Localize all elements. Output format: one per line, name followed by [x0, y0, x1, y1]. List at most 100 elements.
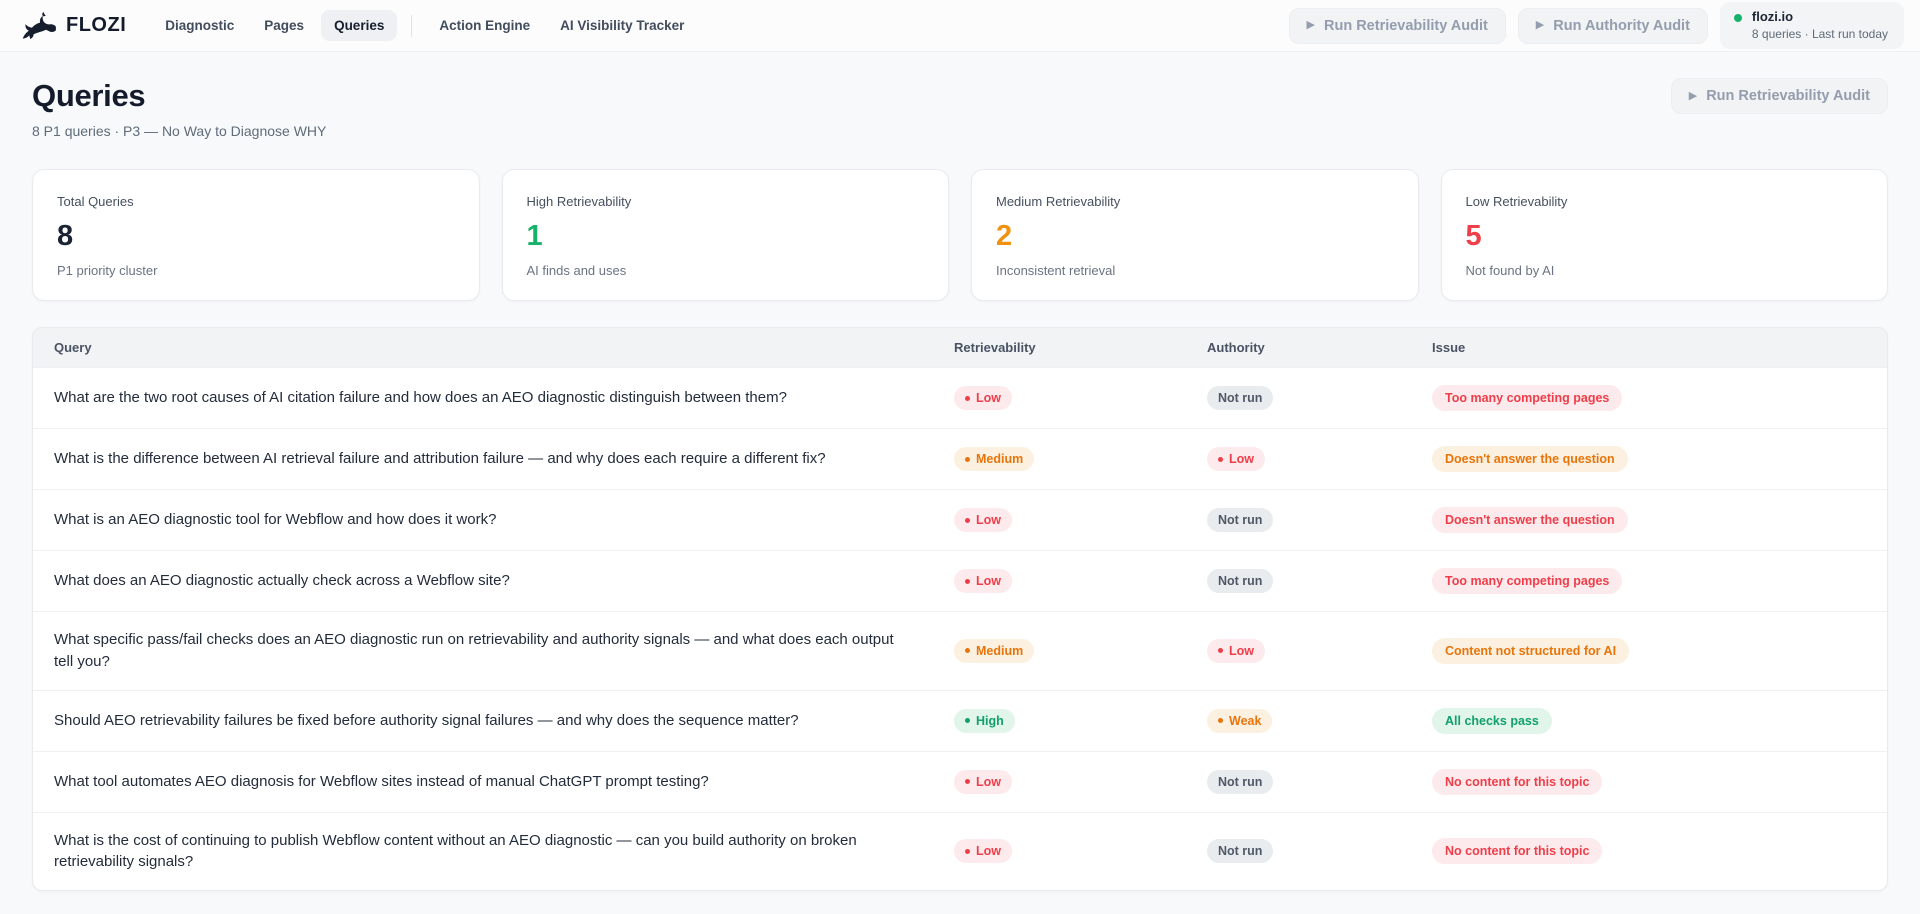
retrievability-label: Medium: [976, 452, 1024, 466]
run-retrievability-audit-button-secondary[interactable]: ▶ Run Retrievability Audit: [1670, 78, 1888, 114]
retrievability-badge: Low: [954, 386, 1012, 410]
issue-cell: Too many competing pages: [1432, 551, 1866, 611]
status-dot-icon: [1733, 13, 1742, 22]
nav-item[interactable]: Queries: [321, 10, 398, 41]
table-header-row: Query Retrievability Authority Issue: [33, 328, 1887, 367]
retrievability-badge: Low: [954, 569, 1012, 593]
issue-badge: No content for this topic: [1432, 768, 1603, 795]
column-header: Authority: [1207, 340, 1265, 355]
authority-label: Not run: [1218, 774, 1263, 789]
retrievability-label: High: [976, 713, 1004, 728]
authority-cell: Not run: [1207, 369, 1432, 427]
site-status-text: flozi.io 8 queries · Last run today: [1752, 9, 1888, 43]
nav-divider: [411, 14, 413, 37]
dot-icon: [965, 848, 970, 854]
authority-badge: Low: [1207, 638, 1265, 663]
retrievability-cell: Low: [954, 753, 1207, 811]
authority-label: Weak: [1229, 713, 1262, 728]
stat-label: Medium Retrievability: [996, 194, 1121, 209]
site-status-card[interactable]: flozi.io 8 queries · Last run today: [1719, 1, 1904, 50]
table-row[interactable]: What is the difference between AI retrie…: [33, 428, 1887, 489]
table-row[interactable]: What are the two root causes of AI citat…: [33, 367, 1887, 428]
stat-value: 8: [57, 220, 74, 252]
retrievability-label: Low: [976, 774, 1001, 789]
nav-item[interactable]: Pages: [264, 18, 305, 33]
dot-icon: [965, 517, 970, 523]
rabbit-logo-icon: [16, 11, 58, 41]
stat-value: 2: [996, 220, 1013, 252]
retrievability-cell: Low: [954, 822, 1207, 880]
issue-label: Too many competing pages: [1445, 391, 1610, 405]
page-title-block: Queries 8 P1 queries · P3 — No Way to Di…: [32, 78, 326, 139]
retrievability-cell: High: [954, 692, 1207, 750]
authority-badge: Not run: [1207, 839, 1274, 864]
dot-icon: [1218, 648, 1223, 654]
issue-label: Doesn't answer the question: [1445, 513, 1615, 527]
authority-label: Not run: [1218, 844, 1263, 859]
stat-card: Medium Retrievability 2 Inconsistent ret…: [971, 169, 1419, 301]
stat-caption: AI finds and uses: [526, 263, 627, 278]
authority-cell: Not run: [1207, 491, 1432, 549]
issue-cell: No content for this topic: [1432, 752, 1866, 812]
authority-label: Not run: [1218, 513, 1263, 527]
table-row[interactable]: What does an AEO diagnostic actually che…: [33, 550, 1887, 611]
run-retrievability-audit-label: Run Retrievability Audit: [1323, 17, 1488, 34]
site-meta: 8 queries · Last run today: [1751, 26, 1888, 41]
authority-label: Low: [1229, 643, 1254, 658]
query-text: What specific pass/fail checks does an A…: [54, 631, 894, 670]
table-row[interactable]: What is an AEO diagnostic tool for Webfl…: [33, 489, 1887, 550]
table-row[interactable]: What specific pass/fail checks does an A…: [33, 611, 1887, 690]
topbar: FLOZI Diagnostic Pages Queries Action En…: [0, 0, 1920, 52]
retrievability-label: Low: [976, 574, 1001, 588]
retrievability-badge: Low: [954, 508, 1012, 532]
query-text: What is the difference between AI retrie…: [54, 450, 826, 468]
issue-badge: Too many competing pages: [1432, 568, 1623, 594]
site-domain: flozi.io: [1751, 8, 1794, 24]
table-row[interactable]: What tool automates AEO diagnosis for We…: [33, 750, 1887, 812]
run-authority-audit-label: Run Authority Audit: [1553, 17, 1690, 34]
dot-icon: [1218, 718, 1223, 723]
authority-cell: Low: [1207, 430, 1432, 488]
stat-label: Total Queries: [57, 194, 134, 209]
retrievability-badge: High: [954, 708, 1015, 733]
nav-item[interactable]: Diagnostic: [165, 18, 235, 33]
run-authority-audit-button[interactable]: ▶ Run Authority Audit: [1517, 7, 1708, 44]
queries-table: Query Retrievability Authority Issue Wha…: [32, 327, 1888, 891]
nav-item[interactable]: AI Visibility Tracker: [560, 18, 685, 33]
table-body: What are the two root causes of AI citat…: [33, 367, 1887, 890]
stat-cards: Total Queries 8 P1 priority cluster High…: [32, 169, 1888, 301]
query-text: What tool automates AEO diagnosis for We…: [54, 772, 709, 790]
dot-icon: [965, 648, 970, 654]
authority-badge: Weak: [1207, 708, 1273, 733]
issue-badge: All checks pass: [1432, 707, 1552, 734]
page-header: Queries 8 P1 queries · P3 — No Way to Di…: [32, 78, 1888, 139]
table-row[interactable]: Should AEO retrievability failures be fi…: [33, 689, 1887, 751]
table-row[interactable]: What is the cost of continuing to publis…: [33, 811, 1887, 891]
retrievability-label: Medium: [976, 643, 1024, 658]
retrievability-cell: Low: [954, 491, 1207, 549]
issue-cell: Doesn't answer the question: [1432, 429, 1866, 489]
issue-label: Content not structured for AI: [1445, 643, 1617, 658]
retrievability-cell: Medium: [954, 622, 1207, 680]
retrievability-label: Low: [976, 391, 1001, 405]
retrievability-cell: Low: [954, 369, 1207, 427]
main-content: Queries 8 P1 queries · P3 — No Way to Di…: [0, 52, 1920, 891]
retrievability-badge: Medium: [954, 447, 1035, 471]
run-retrievability-audit-button[interactable]: ▶ Run Retrievability Audit: [1288, 7, 1506, 44]
authority-badge: Not run: [1207, 508, 1274, 532]
brand-logo[interactable]: FLOZI: [16, 11, 126, 41]
issue-label: All checks pass: [1445, 713, 1539, 728]
retrievability-badge: Medium: [954, 638, 1035, 663]
brand-name: FLOZI: [66, 14, 127, 36]
authority-label: Low: [1229, 452, 1254, 466]
stat-card: Low Retrievability 5 Not found by AI: [1440, 169, 1888, 301]
play-icon: ▶: [1306, 19, 1315, 31]
authority-cell: Not run: [1207, 753, 1432, 811]
stat-label: High Retrievability: [526, 194, 632, 209]
page-action-label: Run Retrievability Audit: [1706, 88, 1870, 104]
stat-value: 5: [1465, 220, 1482, 252]
page-title: Queries: [32, 78, 146, 113]
page-subtitle: 8 P1 queries · P3 — No Way to Diagnose W…: [32, 123, 327, 139]
nav-item[interactable]: Action Engine: [439, 18, 531, 33]
